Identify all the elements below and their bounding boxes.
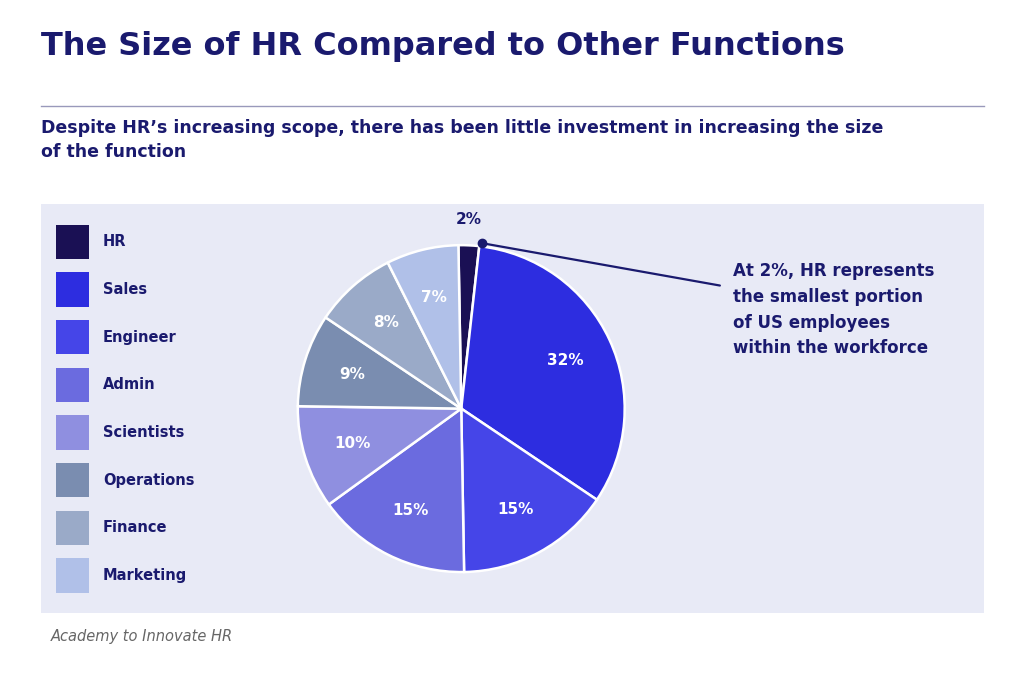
Text: 9%: 9% [339, 367, 365, 382]
Wedge shape [298, 317, 461, 409]
Text: 10%: 10% [334, 436, 370, 451]
Text: Finance: Finance [102, 520, 167, 535]
Text: The Size of HR Compared to Other Functions: The Size of HR Compared to Other Functio… [41, 31, 845, 62]
Text: Operations: Operations [102, 473, 195, 488]
Text: Admin: Admin [102, 377, 156, 392]
Text: 7%: 7% [421, 290, 447, 305]
Bar [56, 320, 88, 354]
Text: Engineer: Engineer [102, 330, 176, 345]
Text: Despite HR’s increasing scope, there has been little investment in increasing th: Despite HR’s increasing scope, there has… [41, 119, 884, 161]
Text: Academy to Innovate HR: Academy to Innovate HR [51, 629, 234, 644]
Text: 8%: 8% [373, 315, 399, 330]
Bar [56, 558, 88, 592]
Bar [56, 463, 88, 497]
Bar [56, 368, 88, 402]
Text: Scientists: Scientists [102, 425, 184, 440]
Wedge shape [461, 409, 597, 572]
FancyBboxPatch shape [41, 204, 984, 613]
Wedge shape [387, 245, 461, 409]
Wedge shape [298, 406, 461, 505]
Bar [56, 272, 88, 306]
Text: At 2%, HR represents
the smallest portion
of US employees
within the workforce: At 2%, HR represents the smallest portio… [733, 262, 934, 358]
Text: HR: HR [102, 234, 126, 249]
Bar [56, 415, 88, 449]
Text: 2%: 2% [455, 212, 482, 227]
Wedge shape [329, 409, 464, 572]
Wedge shape [461, 246, 624, 500]
Wedge shape [326, 263, 461, 409]
Wedge shape [458, 245, 480, 409]
Bar [56, 511, 88, 545]
Text: 15%: 15% [498, 502, 534, 517]
Text: 15%: 15% [392, 503, 428, 518]
Text: Sales: Sales [102, 282, 148, 297]
Text: 32%: 32% [546, 353, 583, 368]
Bar [56, 225, 88, 259]
Text: Marketing: Marketing [102, 568, 188, 583]
